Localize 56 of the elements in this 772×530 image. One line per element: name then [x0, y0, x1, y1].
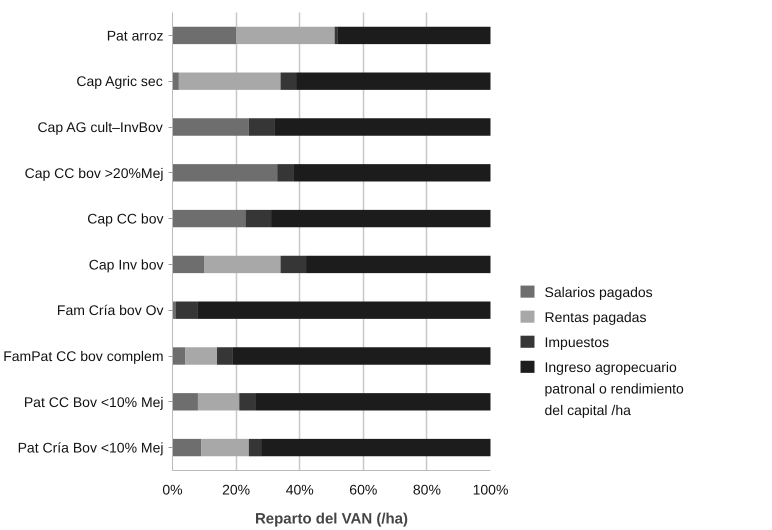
bar	[172, 256, 204, 274]
bar	[172, 393, 198, 410]
x-tick-label: 20%	[222, 482, 250, 498]
bar	[338, 26, 490, 44]
bar	[293, 164, 490, 182]
legend-label: Impuestos	[544, 334, 610, 350]
bar	[262, 438, 490, 456]
y-tick-label: Fam Cría bov Ov	[56, 302, 164, 318]
x-tick-label: 40%	[286, 482, 314, 498]
bar	[172, 164, 278, 182]
bar	[198, 302, 490, 319]
bar	[176, 302, 198, 319]
y-tick-label: Pat CC Bov <10% Mej	[24, 394, 164, 410]
y-tick-label: Pat Cría Bov <10% Mej	[18, 440, 164, 456]
bar	[201, 438, 249, 456]
bar	[172, 347, 186, 365]
y-tick-label: Cap Inv bov	[88, 256, 164, 272]
bar	[334, 26, 338, 44]
bar	[296, 72, 490, 90]
bar	[246, 210, 272, 228]
bar	[172, 72, 179, 90]
legend-label: Salarios pagados	[544, 284, 653, 300]
bar	[236, 26, 335, 44]
y-tick-label: FamPat CC bov complem	[3, 348, 164, 364]
bar	[280, 72, 297, 90]
legend-label: Rentas pagadas	[544, 308, 646, 325]
bar	[255, 393, 490, 410]
bar	[271, 210, 490, 228]
bar	[232, 347, 490, 365]
bar	[277, 164, 294, 182]
y-tick-label: Cap AG cult–InvBov	[37, 119, 163, 135]
bar	[172, 118, 249, 136]
x-tick-label: 0%	[162, 482, 183, 498]
x-tick-label: 100%	[472, 482, 508, 498]
bar	[248, 118, 274, 136]
legend-label: Ingreso agropecuario patronal o rendimiento del capital /ha	[544, 359, 684, 418]
bar	[198, 393, 240, 410]
bar	[172, 438, 202, 456]
bar	[239, 393, 256, 410]
bar	[217, 347, 233, 365]
bar	[172, 210, 246, 228]
x-axis-title: Reparto del VAN (/ha)	[254, 510, 408, 528]
bar	[204, 256, 281, 274]
y-tick-label: Pat arroz	[106, 27, 164, 44]
bar	[248, 438, 262, 456]
bar	[280, 256, 306, 274]
x-tick-label: 80%	[412, 482, 441, 498]
x-tick-label: 60%	[349, 482, 378, 498]
bar	[306, 256, 490, 274]
bar	[172, 26, 236, 44]
bar	[185, 347, 218, 365]
bar	[178, 72, 281, 90]
y-tick-label: Cap CC bov	[87, 210, 164, 227]
y-tick-label: Cap Agric sec	[76, 73, 163, 90]
y-tick-label: Cap CC bov >20%Mej	[24, 164, 164, 181]
bar	[274, 118, 490, 136]
